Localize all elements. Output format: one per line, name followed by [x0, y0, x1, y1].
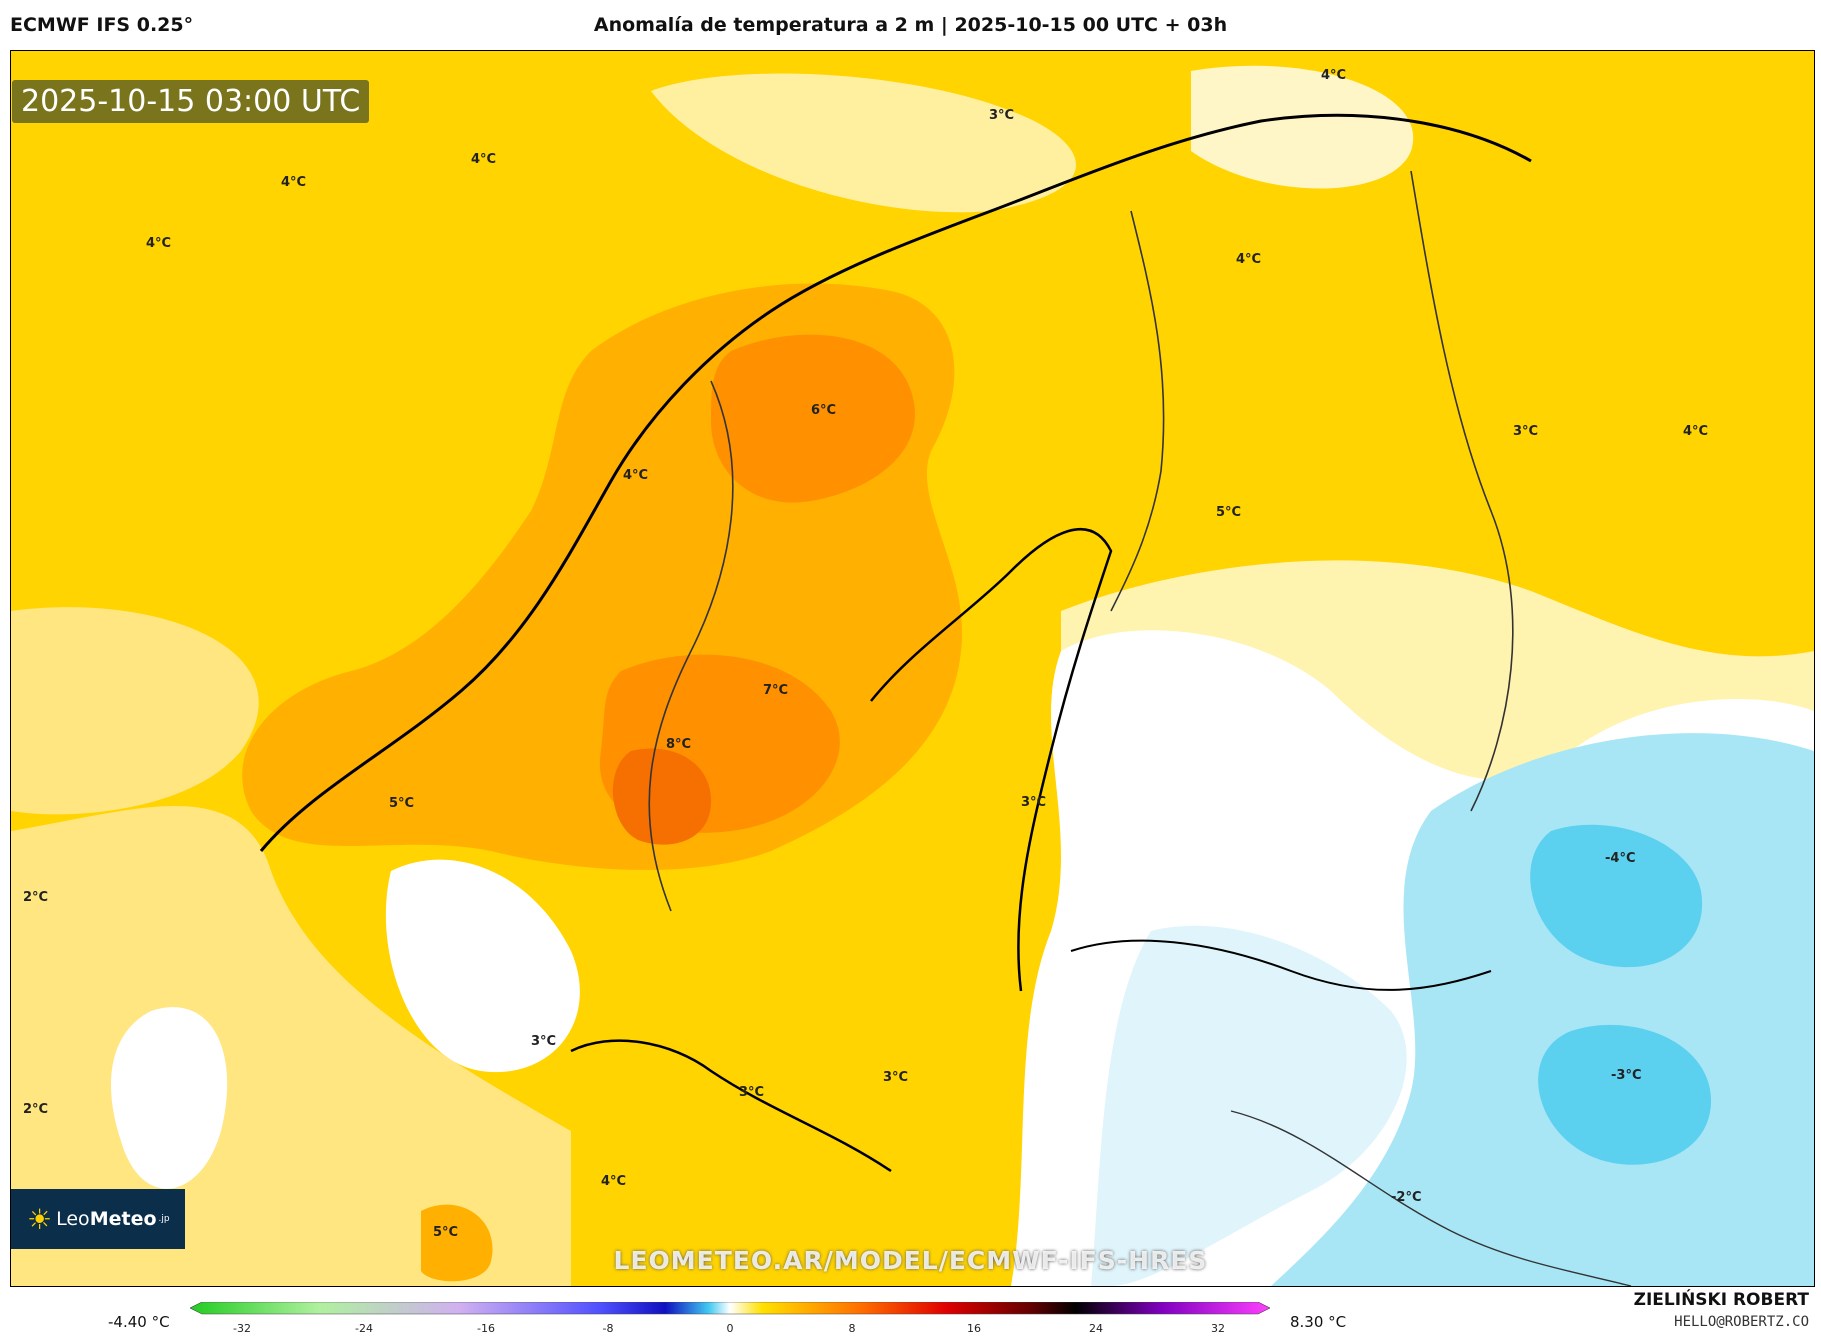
url-watermark: LEOMETEO.AR/MODEL/ECMWF-IFS-HRES [613, 1246, 1208, 1275]
colorbar: -32 -24 -16 -8 0 8 16 24 32 [190, 1302, 1270, 1335]
map-canvas: 4°C 4°C 4°C 3°C 4°C 4°C 6°C 3°C 4°C 4°C … [11, 51, 1814, 1286]
map-label: -2°C [1391, 1190, 1421, 1205]
logo-text-regular: Leo [56, 1208, 90, 1230]
colorbar-tick: -8 [603, 1322, 614, 1335]
author-name: ZIELIŃSKI ROBERT [1633, 1290, 1809, 1310]
map-label: 2°C [23, 890, 48, 905]
map-label: 4°C [623, 468, 648, 483]
model-name: ECMWF IFS 0.25° [10, 14, 194, 36]
colorbar-tick: 24 [1089, 1322, 1103, 1335]
warm-zone-8-core [612, 748, 711, 845]
map-label: 5°C [389, 796, 414, 811]
map-label: 3°C [989, 108, 1014, 123]
colorbar-tick: 32 [1211, 1322, 1225, 1335]
pale-zone-kola [1191, 65, 1414, 189]
map-label: 2°C [23, 1102, 48, 1117]
gulf-of-bothnia-coast [870, 527, 1113, 992]
pale-zone-north [651, 73, 1076, 213]
map-label: 4°C [1236, 252, 1261, 267]
map-label: 4°C [1321, 68, 1346, 83]
cool-zone-3-core-b [1538, 1024, 1711, 1165]
map-label: 6°C [811, 403, 836, 418]
gulf-of-finland-coast [1070, 939, 1492, 991]
colorbar-max-label: 8.30 °C [1290, 1313, 1347, 1331]
map-label: 4°C [281, 175, 306, 190]
map-label: 3°C [1021, 795, 1046, 810]
author-email: HELLO@ROBERTZ.CO [1674, 1314, 1809, 1330]
valid-time-stamp: 2025-10-15 03:00 UTC [12, 80, 370, 123]
cool-zone-1-baltics [1091, 925, 1407, 1286]
map-label: 4°C [1683, 424, 1708, 439]
colorbar-gradient [190, 1302, 1270, 1315]
sun-icon: ☀ [27, 1202, 53, 1236]
pale-zone-northsea [11, 607, 259, 815]
norway-sweden-border [648, 380, 734, 912]
sweden-south-coast [570, 1039, 892, 1173]
norway-coastline [259, 113, 1532, 852]
neutral-zone-oslo [385, 859, 580, 1073]
colorbar-tick: -24 [355, 1322, 373, 1335]
map-title: Anomalía de temperatura a 2 m | 2025-10-… [593, 14, 1228, 36]
map-label: -4°C [1605, 851, 1635, 866]
map-label: 3°C [1513, 424, 1538, 439]
colorbar-tick: 8 [849, 1322, 856, 1335]
map-label: 3°C [883, 1070, 908, 1085]
map-label: 8°C [666, 737, 691, 752]
warm-zone-denmark [421, 1204, 493, 1282]
map-label: 5°C [433, 1225, 458, 1240]
map-label: 4°C [601, 1174, 626, 1189]
neutral-zone-uk [111, 1007, 228, 1189]
colorbar-tick: -16 [477, 1322, 495, 1335]
map-label: 5°C [1216, 505, 1241, 520]
cool-zone-3-core-a [1530, 824, 1703, 968]
logo-text-bold: Meteo [89, 1208, 157, 1230]
logo-text-suffix: .jp [158, 1214, 170, 1224]
colorbar-tick: -32 [233, 1322, 251, 1335]
colorbar-min-label: -4.40 °C [108, 1313, 170, 1331]
author-credit: ZIELIŃSKI ROBERT HELLO@ROBERTZ.CO [1634, 1290, 1809, 1330]
map-label: -3°C [1611, 1068, 1641, 1083]
leometeo-logo: ☀ Leo Meteo .jp [11, 1189, 185, 1249]
map-label: 3°C [531, 1034, 556, 1049]
baltic-borders [1230, 1110, 1632, 1286]
map-label: 3°C [739, 1085, 764, 1100]
map-label: 4°C [146, 236, 171, 251]
colorbar-tick: 0 [727, 1322, 734, 1335]
sweden-finland-border [1110, 210, 1165, 612]
map-label: 7°C [763, 683, 788, 698]
temperature-anomaly-map: 4°C 4°C 4°C 3°C 4°C 4°C 6°C 3°C 4°C 4°C … [10, 50, 1815, 1287]
warm-zone-6-north [711, 334, 915, 503]
map-label: 4°C [471, 152, 496, 167]
finland-russia-border [1410, 170, 1514, 812]
colorbar-tick: 16 [967, 1322, 981, 1335]
